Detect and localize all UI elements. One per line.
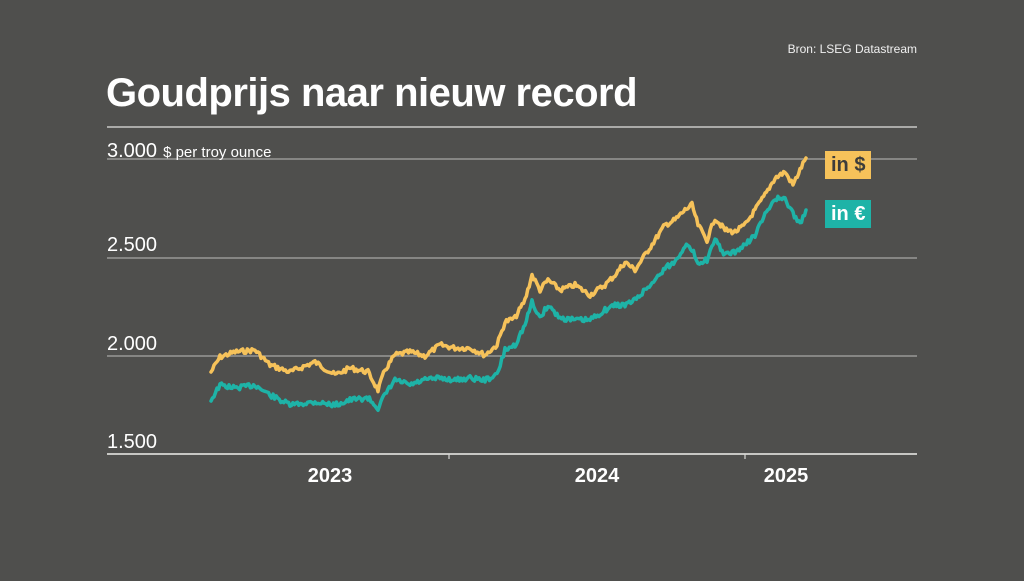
chart-title: Goudprijs naar nieuw record xyxy=(106,71,638,115)
source-note: Bron: LSEG Datastream xyxy=(787,42,917,56)
y-label-2000: 2.000 xyxy=(107,333,157,355)
y-label-3000: 3.000 $ per troy ounce xyxy=(107,140,271,162)
x-label-2023: 2023 xyxy=(308,465,353,487)
x-label-2025: 2025 xyxy=(764,465,809,487)
legend-eur: in € xyxy=(825,200,872,228)
legend-usd: in $ xyxy=(825,151,872,179)
y-label-1500: 1.500 xyxy=(107,431,157,453)
x-label-2024: 2024 xyxy=(575,465,620,487)
y-label-2500: 2.500 xyxy=(107,234,157,256)
eur-price-line xyxy=(209,194,808,413)
y-unit-label: $ per troy ounce xyxy=(163,144,271,161)
usd-price-line xyxy=(209,156,808,394)
